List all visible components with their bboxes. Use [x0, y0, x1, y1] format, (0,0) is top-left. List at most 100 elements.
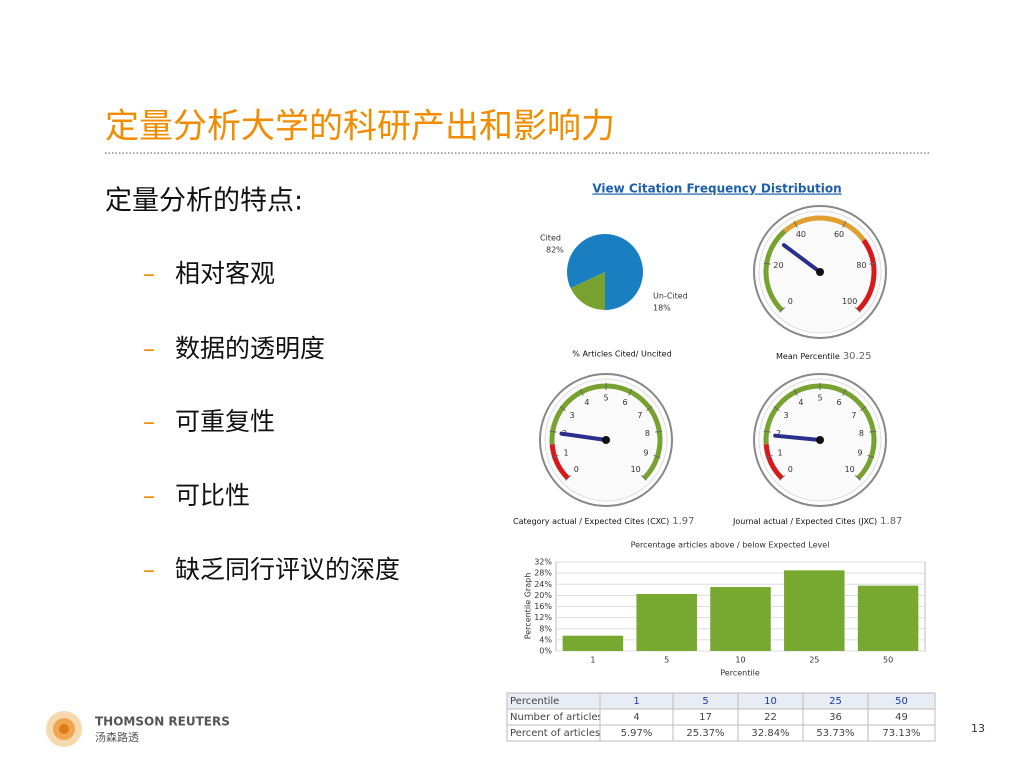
gauge-band — [549, 383, 663, 480]
pie-caption: % Articles Cited/ Uncited — [572, 350, 671, 359]
gauge-tick — [842, 388, 847, 396]
gauge-caption: Mean Percentile 30.25 — [776, 351, 871, 362]
y-tick-label: 12% — [534, 613, 552, 622]
bullet-marker: – — [143, 482, 155, 510]
gauge-tick — [869, 430, 877, 433]
gauge-value: 30.25 — [843, 351, 872, 362]
gauge-hub — [816, 436, 824, 444]
slide-title: 定量分析大学的科研产出和影响力 — [105, 107, 615, 147]
gauge-tick-label: 1 — [778, 448, 783, 457]
gauge-tick-label: 7 — [637, 411, 642, 420]
gauge-tick — [867, 454, 875, 459]
gauge-caption-text: Category actual / Expected Cites (CXC) — [513, 517, 669, 526]
gauge-tick — [779, 475, 785, 481]
gauge-tick-label: 0 — [574, 465, 579, 474]
bullet-marker: – — [143, 335, 155, 363]
table-cell-text: 73.13% — [882, 728, 920, 739]
bullet-marker: – — [143, 260, 155, 288]
table-cell-text: Number of articles — [510, 712, 603, 723]
gauge-tick — [579, 388, 584, 396]
gauge-tick-label: 10 — [845, 465, 855, 474]
gauge-tick-label: 40 — [796, 230, 806, 239]
heading: 定量分析的特点: — [105, 186, 303, 217]
table-cell-text: 25 — [829, 696, 842, 707]
gauge-hub — [602, 436, 610, 444]
y-tick-label: 24% — [534, 580, 552, 589]
bullet-text: 可重复性 — [175, 407, 275, 436]
pie-value-label: 82% — [546, 246, 564, 255]
table-cell-text: 49 — [895, 712, 908, 723]
gauge-band — [763, 443, 784, 480]
table-cell-text: 4 — [633, 712, 639, 723]
link[interactable]: View Citation Frequency Distribution — [592, 182, 841, 196]
gauge-tick — [763, 430, 771, 433]
gauge-tick — [655, 430, 663, 433]
gauge-band — [763, 229, 787, 312]
gauge-tick-label: 10 — [631, 465, 641, 474]
gauge-caption-text: Mean Percentile — [776, 352, 840, 361]
bar — [562, 635, 624, 651]
gauge-tick — [842, 220, 847, 228]
gauge-tick-label: 6 — [623, 398, 628, 407]
pie-slice — [570, 272, 605, 310]
logo-name: THOMSON REUTERS — [95, 715, 230, 729]
bar — [857, 585, 919, 651]
gauge-tick — [855, 307, 861, 313]
gauge-tick-label: 5 — [603, 394, 608, 403]
gauge-tick — [869, 262, 877, 265]
gauge-tick — [855, 475, 861, 481]
x-tick-label: 50 — [883, 656, 893, 665]
bullet-text: 数据的透明度 — [175, 334, 325, 363]
gauge-tick — [653, 454, 661, 459]
table-cell-text: 22 — [764, 712, 777, 723]
gauge-tick-label: 1 — [564, 448, 569, 457]
pie-label: Un-Cited — [653, 292, 688, 301]
gauge-needle — [773, 433, 822, 442]
table-cell — [867, 724, 936, 742]
gauge-tick — [793, 220, 798, 228]
gauge-tick — [565, 475, 571, 481]
gauge-tick — [793, 388, 798, 396]
gauge-tick-label: 9 — [857, 448, 862, 457]
gauge-tick-label: 6 — [837, 398, 842, 407]
table-cell-text: 25.37% — [686, 728, 724, 739]
bar — [784, 570, 845, 651]
gauge-tick-label: 2 — [776, 429, 781, 438]
gauge-tick-label: 60 — [834, 230, 844, 239]
y-tick-label: 28% — [534, 569, 552, 578]
pie-value-label: 18% — [653, 304, 671, 313]
pie-slice — [567, 234, 644, 310]
page-number: 13 — [971, 722, 985, 735]
bullet-text: 相对客观 — [175, 259, 275, 288]
table-cell-text: 5.97% — [621, 728, 653, 739]
gauge-tick — [641, 475, 647, 481]
x-tick-label: 25 — [809, 656, 819, 665]
gauge-tick-label: 4 — [584, 398, 589, 407]
gauge-tick — [765, 454, 773, 459]
gauge-tick — [779, 307, 785, 313]
x-axis-label: Percentile — [720, 669, 760, 678]
gauge-band — [783, 215, 866, 242]
table-cell-text: 10 — [764, 696, 777, 707]
gauge-caption-text: Journal actual / Expected Cites (JXC) — [732, 517, 877, 526]
y-tick-label: 32% — [534, 558, 552, 567]
table-cell-text: Percentile — [510, 696, 559, 707]
table-cell-text: 17 — [699, 712, 712, 723]
gauge-tick-label: 4 — [798, 398, 803, 407]
bullet-marker: – — [143, 556, 155, 584]
x-tick-label: 10 — [735, 656, 745, 665]
gauge-tick — [646, 406, 653, 412]
table-cell-text: Percent of articles — [510, 728, 600, 739]
gauge-hub — [816, 268, 824, 276]
bar — [710, 587, 771, 651]
gauge-tick-label: 0 — [788, 297, 793, 306]
gauge-band — [763, 383, 877, 480]
table-cell-text: 50 — [895, 696, 908, 707]
gauge-value: 1.97 — [672, 516, 694, 527]
gauge-needle — [781, 243, 822, 274]
gauge-tick — [763, 262, 771, 265]
gauge-tick-label: 3 — [783, 411, 788, 420]
y-tick-label: 4% — [539, 635, 552, 644]
table-cell-text: 32.84% — [751, 728, 789, 739]
